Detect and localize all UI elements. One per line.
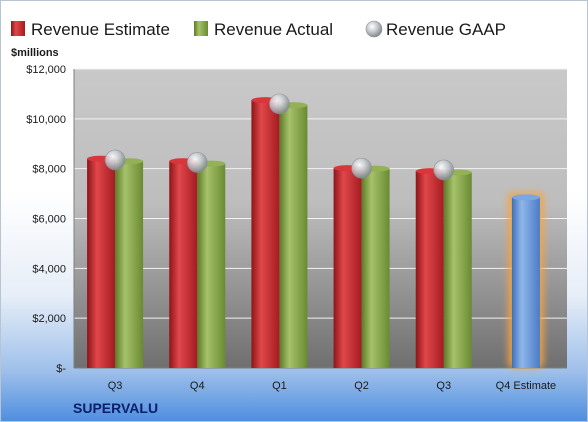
bar-q4-estimate (511, 197, 540, 368)
legend-label-revenue-actual: Revenue Actual (214, 20, 333, 39)
company-label: SUPERVALU (73, 400, 158, 416)
y-tick-label: $8,000 (32, 164, 66, 176)
y-tick-label: $10,000 (26, 114, 66, 126)
bar-revenue-estimate (87, 158, 116, 368)
x-tick-label: Q2 (354, 380, 369, 392)
point-revenue-gaap (269, 93, 290, 115)
x-tick-label: Q4 (190, 380, 205, 392)
bar-revenue-actual (279, 105, 308, 369)
y-tick-label: $- (56, 363, 66, 375)
legend-label-revenue-estimate: Revenue Estimate (31, 20, 170, 39)
bar-revenue-actual (443, 172, 472, 368)
point-revenue-gaap (351, 157, 372, 179)
bar-cap (511, 194, 540, 201)
x-tick-label: Q3 (436, 380, 451, 392)
legend: Revenue Estimate Revenue Actual Revenue GA… (11, 20, 506, 39)
y-tick-label: $2,000 (32, 313, 66, 325)
x-tick-label: Q1 (272, 380, 287, 392)
y-tick-label: $12,000 (26, 64, 66, 76)
bar-revenue-actual (197, 163, 226, 368)
y-tick-label: $4,000 (32, 263, 66, 275)
bar-revenue-actual (115, 161, 144, 368)
unit-label: $millions (11, 47, 59, 59)
bar-revenue-estimate (333, 168, 362, 368)
bar-revenue-estimate (415, 171, 444, 368)
point-revenue-gaap (433, 159, 455, 181)
legend-label-revenue-gaap: Revenue GAAP (386, 20, 506, 39)
bar-revenue-estimate (169, 161, 198, 368)
legend-swatch-revenue-gaap (365, 20, 383, 38)
x-tick-label: Q4 Estimate (496, 380, 557, 392)
point-revenue-gaap (186, 152, 208, 173)
legend-swatch-revenue-actual (194, 21, 208, 36)
plot-area: $- $2,000 $4,000 $6,000 $8,000 $10,000 $12,000… (26, 64, 567, 392)
bar-revenue-actual (361, 168, 390, 368)
point-revenue-gaap (104, 149, 126, 171)
y-tick-label: $6,000 (32, 214, 66, 226)
legend-swatch-revenue-estimate (11, 21, 25, 36)
x-tick-label: Q3 (108, 380, 123, 392)
bar-revenue-estimate (251, 100, 280, 368)
